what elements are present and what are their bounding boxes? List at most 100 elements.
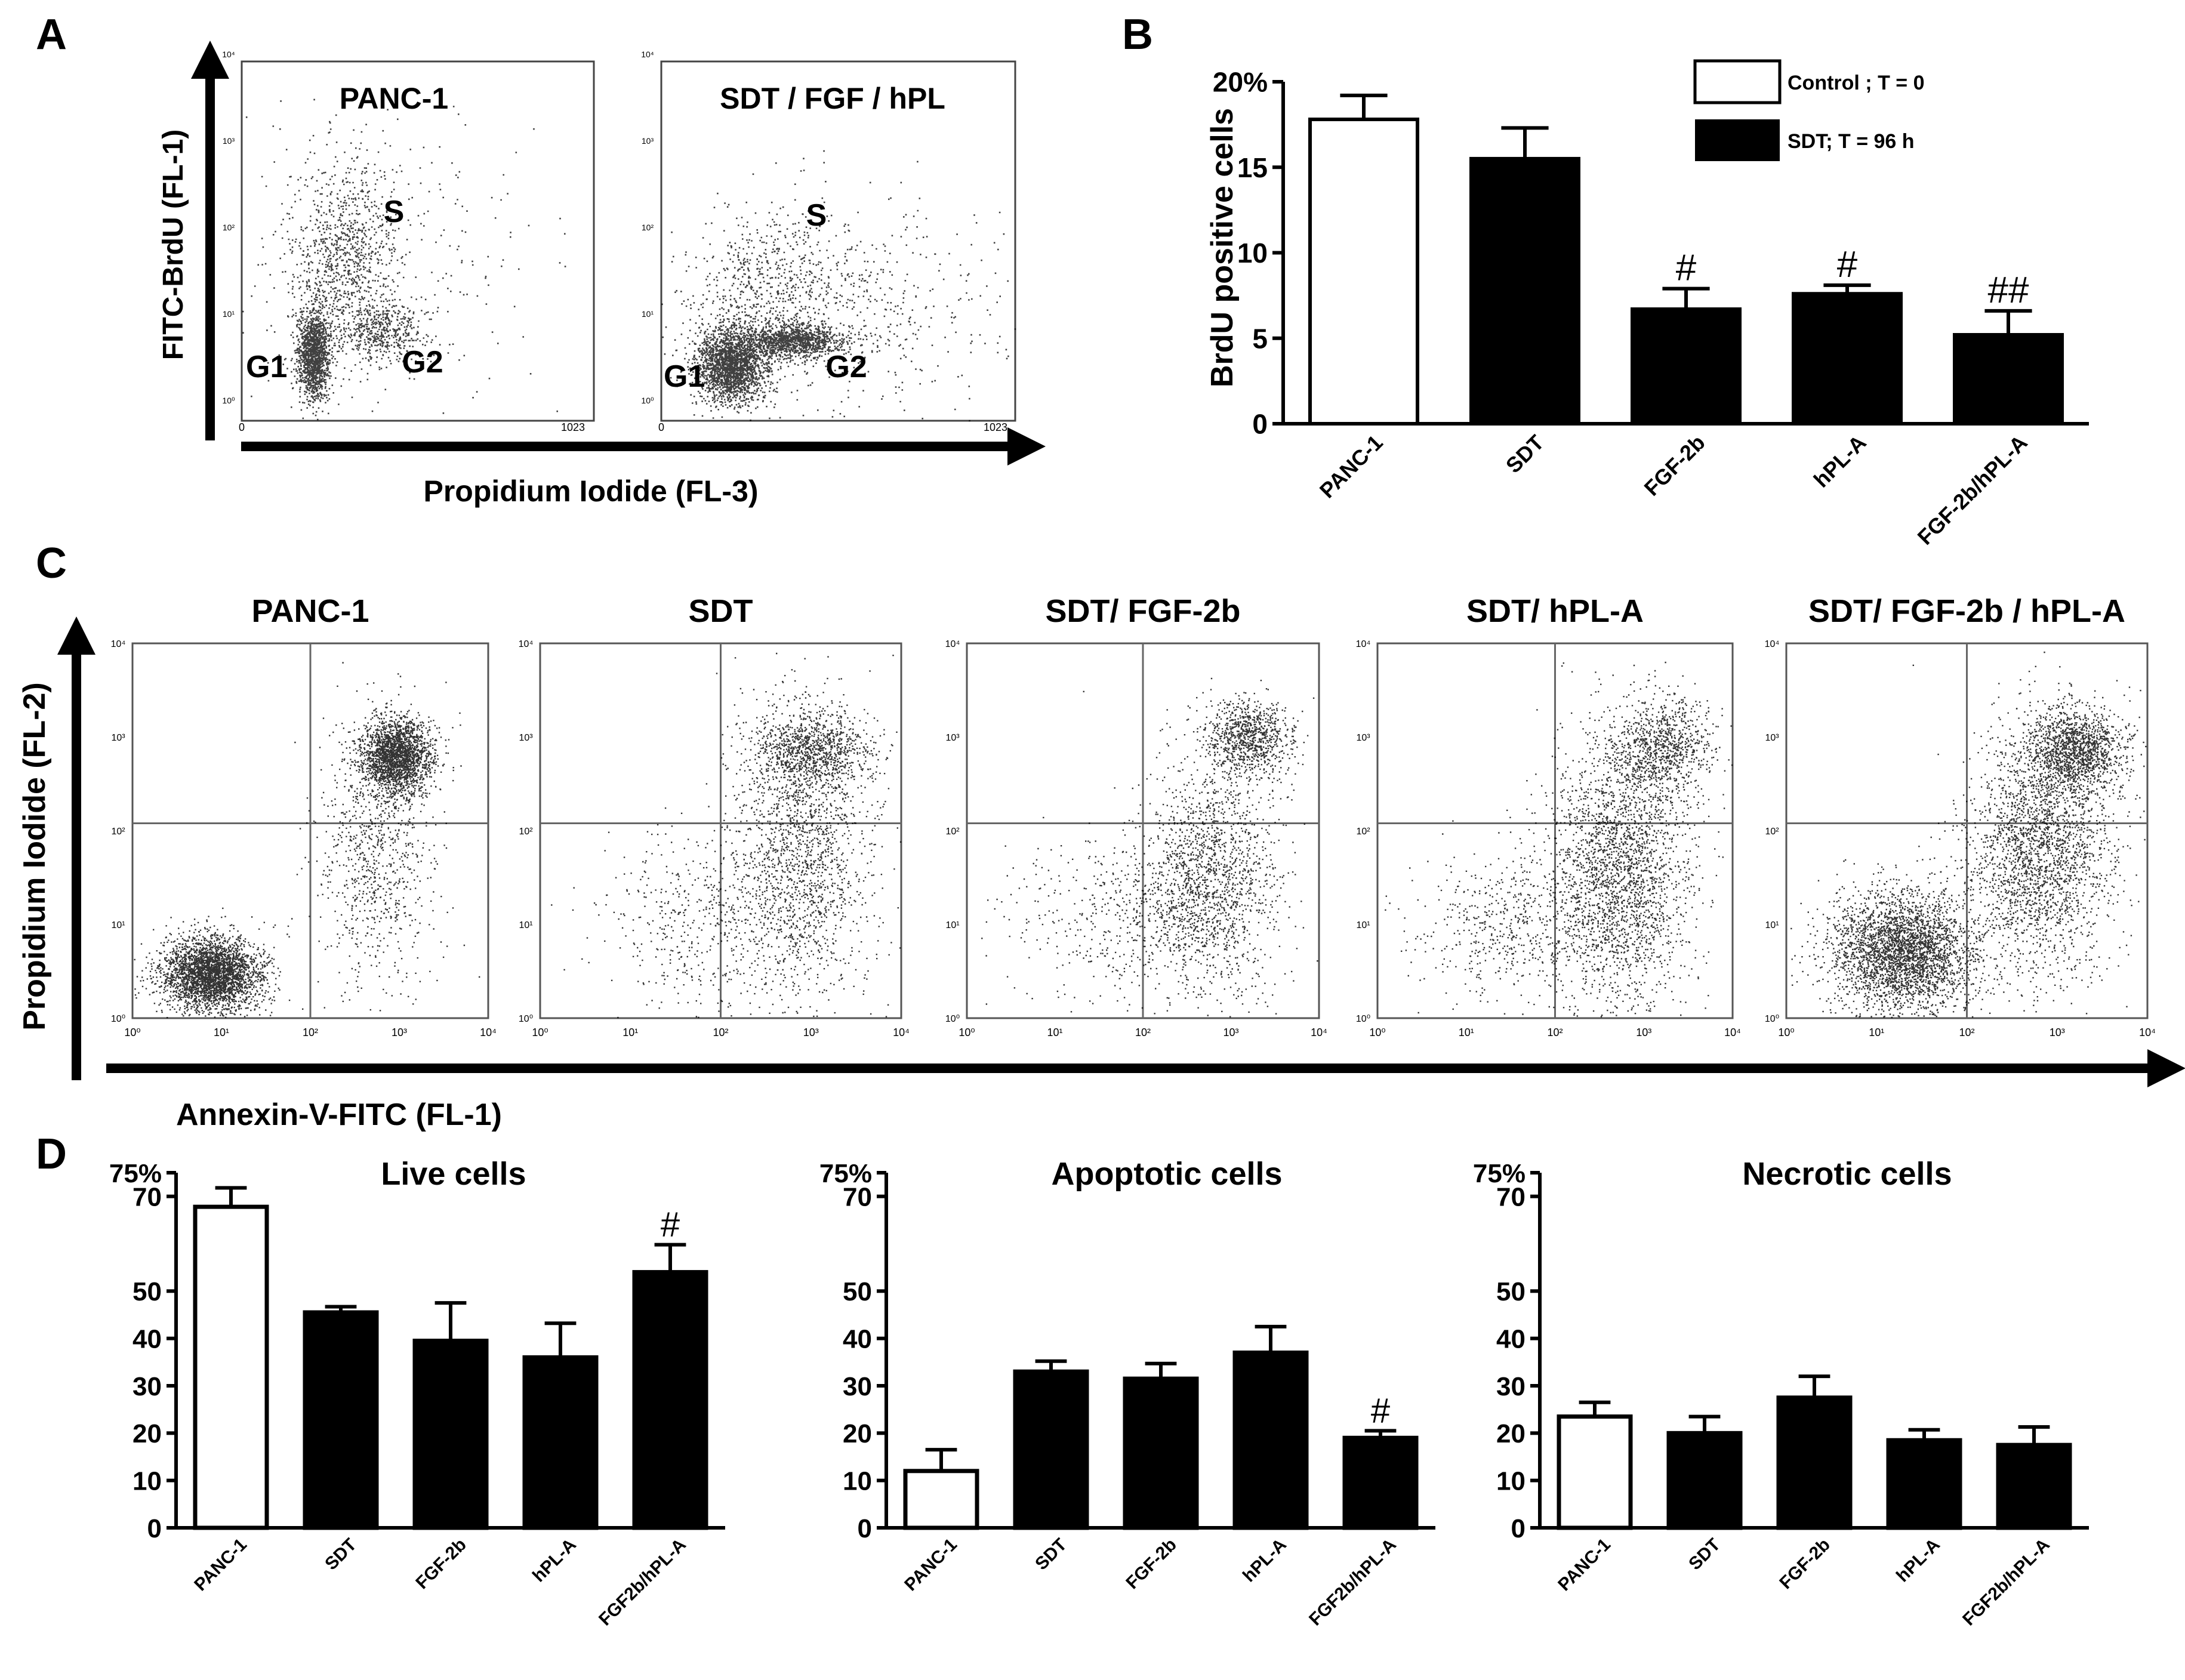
x-tick-label: SDT: [1501, 430, 1549, 478]
y-tick-label: 0: [1252, 409, 1268, 440]
panel-a-plot-title: PANC-1: [340, 82, 448, 115]
y-tick-label: 75%: [1473, 1159, 1526, 1188]
chart-title: Live cells: [381, 1156, 526, 1192]
annexin-plot: SDT/ hPL-A 10⁰ 10⁰ 10¹ 10¹ 10² 10² 10³ 10³ 10⁴ 10⁴: [1356, 593, 1741, 1038]
bar: [1776, 1395, 1853, 1530]
x-tick-label: 10²: [1547, 1027, 1563, 1038]
y-tick-label: 30: [132, 1372, 162, 1401]
y-tick-label: 10: [132, 1467, 162, 1496]
bar: [1996, 1442, 2072, 1530]
y-tick-label: 10¹: [642, 309, 654, 319]
y-tick-label: 10: [843, 1467, 872, 1496]
y-tick-label: 10⁴: [1765, 639, 1780, 649]
significance-marker: ##: [1988, 270, 2029, 311]
plot-title: SDT/ FGF-2b: [1046, 593, 1241, 629]
plot-title: SDT/ hPL-A: [1466, 593, 1644, 629]
x-tick-label: 10²: [1135, 1027, 1151, 1038]
panel-c: Propidium Iodide (FL-2) Annexin-V-FITC (…: [17, 593, 2185, 1132]
x-tick-label: FGF-2b: [1776, 1535, 1834, 1593]
x-tick-label: 10⁴: [480, 1027, 497, 1038]
x-tick-label: 10⁰: [532, 1027, 548, 1038]
y-tick-label: 10²: [519, 827, 533, 837]
y-tick-label: 40: [132, 1325, 162, 1354]
event-dots: [661, 150, 1016, 422]
bar: [522, 1355, 599, 1530]
x-tick-label: 10²: [713, 1027, 728, 1038]
y-tick-label: 50: [132, 1277, 162, 1306]
y-tick-label: 70: [1496, 1183, 1526, 1212]
bar: [1666, 1431, 1743, 1530]
annexin-plot: SDT/ FGF-2b / hPL-A 10⁰ 10⁰ 10¹ 10¹ 10² 10² 10³…: [1765, 593, 2156, 1038]
significance-marker: #: [1371, 1391, 1390, 1430]
x-tick-label: 10³: [803, 1027, 819, 1038]
event-dots: [1385, 661, 1733, 1018]
bar: [1469, 156, 1580, 426]
y-tick-label: 10¹: [945, 920, 959, 930]
gate-label-s: S: [806, 198, 827, 233]
annexin-plot: SDT/ FGF-2b 10⁰ 10⁰ 10¹ 10¹ 10² 10² 10³ 10³ 10⁴ 10…: [945, 593, 1327, 1038]
x-tick-label: hPL-A: [529, 1535, 580, 1586]
x-tick-label: FGF2b/hPL-A: [595, 1535, 690, 1630]
y-tick-label: 10⁴: [519, 639, 534, 649]
annexin-plot: PANC-1 10⁰ 10⁰ 10¹ 10¹ 10² 10² 10³ 10³ 10⁴ 10⁴: [111, 593, 497, 1038]
bar-group: [1996, 1425, 2072, 1530]
panel-a-plot-panc1: PANC-1 G1 S G2 0 1023 10⁰ 10¹ 10² 10³ 10…: [222, 50, 595, 433]
legend-swatch-control: [1693, 59, 1782, 104]
y-tick-label: 20: [843, 1419, 872, 1448]
panel-c-x-label: Annexin-V-FITC (FL-1): [176, 1098, 502, 1132]
panel-letter-b: B: [1122, 11, 1153, 58]
y-tick-label: 75%: [109, 1159, 162, 1188]
bar-group: [1123, 1361, 1199, 1530]
legend-label-control: Control ; T = 0: [1788, 72, 1925, 94]
panel-c-plots: PANC-1 10⁰ 10⁰ 10¹ 10¹ 10² 10² 10³ 10³ 10⁴ 10⁴ SDT 1…: [111, 593, 2156, 1038]
x-tick-label: SDT: [1031, 1535, 1071, 1574]
x-tick-label: 10⁴: [2139, 1027, 2156, 1038]
bar-group: [412, 1301, 489, 1530]
bar: [903, 1469, 979, 1530]
x-tick-label: PANC-1: [1554, 1535, 1614, 1595]
y-tick-label: 20%: [1213, 67, 1268, 98]
bar-group: #: [632, 1206, 708, 1530]
y-tick-label: 50: [1496, 1277, 1526, 1306]
x-tick-label: 10³: [1636, 1027, 1651, 1038]
y-tick-label: 10¹: [111, 920, 125, 930]
y-tick-label: 10: [1237, 238, 1268, 269]
gate-label-g2: G2: [402, 345, 443, 380]
x-tick-label: 10³: [392, 1027, 407, 1038]
gate-label-g2: G2: [825, 350, 867, 384]
y-tick-label: 70: [132, 1183, 162, 1212]
x-tick-label: 10⁰: [1778, 1027, 1794, 1038]
x-tick-label: 10⁰: [124, 1027, 140, 1038]
significance-marker: #: [1676, 248, 1697, 289]
x-tick-label: 10¹: [622, 1027, 638, 1038]
y-tick-label: 0: [147, 1514, 162, 1543]
bar-group: [1469, 126, 1580, 426]
y-tick-label: 10¹: [1765, 920, 1779, 930]
y-tick-label: 10⁰: [1765, 1014, 1779, 1024]
bar: [1953, 333, 2064, 426]
event-dots: [981, 677, 1318, 1018]
y-tick-label: 10¹: [1356, 920, 1370, 930]
x-tick-label: SDT: [321, 1535, 360, 1574]
event-dots: [1790, 651, 2147, 1019]
bar-group: [903, 1448, 979, 1530]
y-tick-label: 10⁰: [111, 1014, 125, 1024]
x-tick-label: hPL-A: [1893, 1535, 1944, 1586]
significance-marker: #: [1837, 244, 1858, 285]
panel-a: FITC-BrdU (FL-1) Propidium Iodide (FL-3)…: [158, 41, 1046, 508]
bar-group: ##: [1953, 270, 2064, 426]
panel-b-legend: Control ; T = 0 SDT; T = 96 h: [1693, 59, 1925, 161]
y-tick-label: 10²: [223, 223, 235, 232]
x-tick-label: 10³: [1223, 1027, 1238, 1038]
y-tick-label: 10³: [111, 733, 125, 743]
x-tick-label: PANC-1: [901, 1535, 961, 1595]
bar: [193, 1204, 269, 1530]
annexin-plot: SDT 10⁰ 10⁰ 10¹ 10¹ 10² 10² 10³ 10³ 10⁴ 10⁴: [519, 593, 910, 1038]
x-tick-label: 0: [239, 421, 245, 433]
y-tick-label: 20: [1496, 1419, 1526, 1448]
bar-group: [1776, 1374, 1853, 1530]
y-tick-label: 50: [843, 1277, 872, 1306]
y-tick-label: 10⁰: [641, 396, 654, 405]
